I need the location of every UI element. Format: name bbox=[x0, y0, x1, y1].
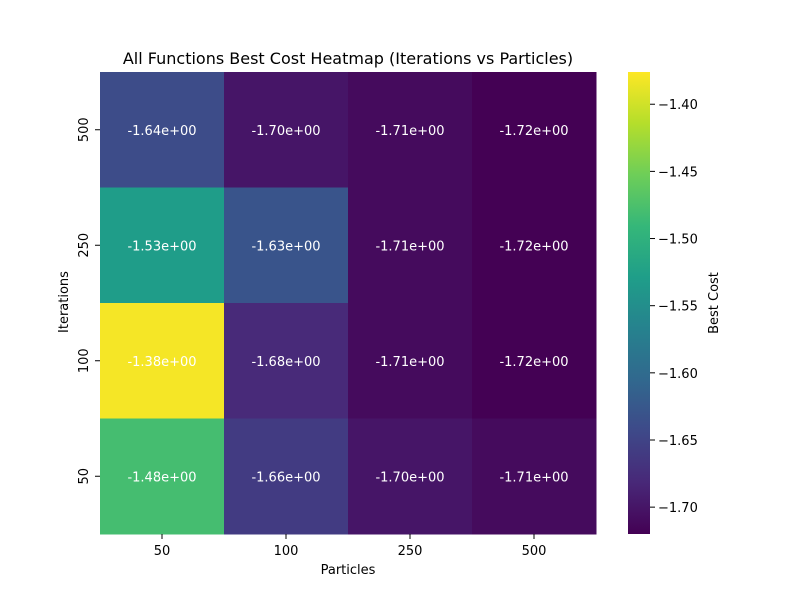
colorbar-tick-label: −1.55 bbox=[658, 300, 698, 315]
heatmap-cell bbox=[348, 303, 473, 419]
colorbar-tick-label: −1.70 bbox=[658, 501, 698, 516]
colorbar-tick-label: −1.60 bbox=[658, 367, 698, 382]
heatmap-cell bbox=[100, 187, 225, 304]
y-axis-label: Iterations bbox=[57, 271, 72, 333]
heatmap-cell bbox=[224, 187, 349, 304]
cell-value-label: -1.66e+00 bbox=[251, 470, 320, 485]
cell-value-label: -1.70e+00 bbox=[375, 470, 444, 485]
cell-value-label: -1.71e+00 bbox=[499, 470, 568, 485]
colorbar-tick-label: −1.50 bbox=[658, 233, 698, 248]
heatmap-cell-labels: -1.64e+00 -1.70e+00 -1.71e+00 -1.72e+00 -1.5… bbox=[127, 124, 568, 486]
cell-value-label: -1.72e+00 bbox=[499, 124, 568, 139]
cell-value-label: -1.48e+00 bbox=[127, 470, 196, 485]
cell-value-label: -1.71e+00 bbox=[375, 355, 444, 370]
y-tick-label: 50 bbox=[77, 468, 92, 485]
heatmap-cell bbox=[348, 72, 473, 188]
x-tick-label: 500 bbox=[522, 544, 547, 559]
cell-value-label: -1.70e+00 bbox=[251, 124, 320, 139]
heatmap-cell bbox=[224, 418, 349, 535]
heatmap-cell bbox=[348, 187, 473, 304]
cell-value-label: -1.72e+00 bbox=[499, 355, 568, 370]
heatmap-cell bbox=[224, 303, 349, 419]
x-axis-ticks: 50 100 250 500 bbox=[154, 534, 547, 559]
cell-value-label: -1.71e+00 bbox=[375, 239, 444, 254]
heatmap-cells bbox=[100, 72, 597, 535]
cell-value-label: -1.63e+00 bbox=[251, 239, 320, 254]
heatmap-cell bbox=[472, 303, 597, 419]
colorbar-label: Best Cost bbox=[707, 272, 722, 334]
colorbar-tick-label: −1.40 bbox=[658, 98, 698, 113]
cell-value-label: -1.38e+00 bbox=[127, 355, 196, 370]
heatmap-cell bbox=[348, 418, 473, 535]
x-tick-label: 100 bbox=[274, 544, 299, 559]
heatmap-cell bbox=[472, 72, 597, 188]
y-tick-label: 100 bbox=[77, 348, 92, 373]
colorbar-ticks: −1.40 −1.45 −1.50 −1.55 −1.60 −1.65 −1.70 bbox=[650, 98, 698, 516]
y-axis-ticks: 500 250 100 50 bbox=[77, 117, 100, 485]
heatmap-cell bbox=[100, 418, 225, 535]
y-tick-label: 500 bbox=[77, 117, 92, 142]
heatmap-cell bbox=[224, 72, 349, 188]
heatmap-cell bbox=[100, 72, 225, 188]
x-tick-label: 250 bbox=[398, 544, 423, 559]
cell-value-label: -1.72e+00 bbox=[499, 239, 568, 254]
x-tick-label: 50 bbox=[154, 544, 171, 559]
x-axis-label: Particles bbox=[321, 563, 376, 578]
colorbar-tick-label: −1.45 bbox=[658, 165, 698, 180]
cell-value-label: -1.64e+00 bbox=[127, 124, 196, 139]
colorbar bbox=[628, 72, 650, 534]
cell-value-label: -1.68e+00 bbox=[251, 355, 320, 370]
y-tick-label: 250 bbox=[77, 233, 92, 258]
cell-value-label: -1.71e+00 bbox=[375, 124, 444, 139]
heatmap-cell bbox=[472, 418, 597, 535]
cell-value-label: -1.53e+00 bbox=[127, 239, 196, 254]
chart-title: All Functions Best Cost Heatmap (Iterati… bbox=[123, 49, 573, 68]
heatmap-cell bbox=[100, 303, 225, 419]
heatmap-cell bbox=[472, 187, 597, 304]
colorbar-tick-label: −1.65 bbox=[658, 434, 698, 449]
